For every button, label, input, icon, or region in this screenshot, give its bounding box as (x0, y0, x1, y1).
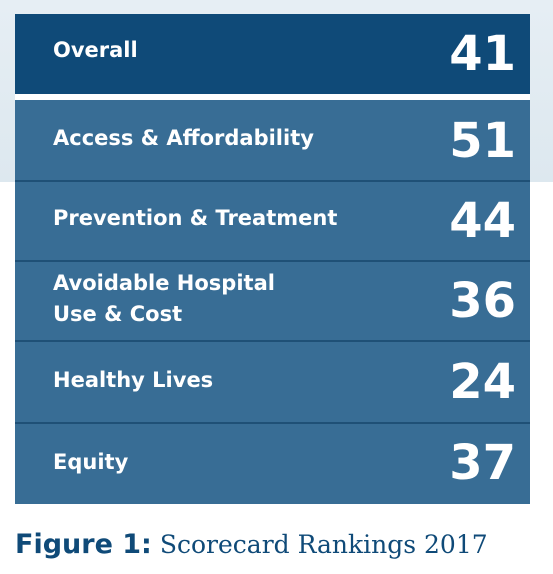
row-rank: 41 (449, 26, 516, 82)
scorecard-row-overall: Overall 41 (15, 14, 530, 94)
scorecard-row-prevention-treatment: Prevention & Treatment 44 (15, 182, 530, 262)
divider (15, 340, 530, 342)
divider (15, 260, 530, 262)
figure-caption: Figure 1: Scorecard Rankings 2017 (15, 528, 488, 568)
row-rank: 24 (449, 354, 516, 410)
scorecard-table: Overall 41 Access & Affordability 51 Pre… (15, 14, 530, 504)
scorecard-row-equity: Equity 37 (15, 424, 530, 504)
scorecard-row-avoidable-hospital: Avoidable Hospital Use & Cost 36 (15, 262, 530, 342)
divider (15, 180, 530, 182)
row-rank: 51 (449, 113, 516, 169)
figure-title: Scorecard Rankings 2017 (159, 530, 488, 559)
row-label: Healthy Lives (53, 368, 214, 392)
row-label: Access & Affordability (53, 126, 314, 150)
divider (15, 94, 530, 100)
row-label: Prevention & Treatment (53, 206, 338, 230)
row-label: Overall (53, 38, 138, 62)
scorecard-row-access-affordability: Access & Affordability 51 (15, 100, 530, 180)
row-rank: 36 (449, 273, 516, 329)
scorecard-row-healthy-lives: Healthy Lives 24 (15, 342, 530, 422)
divider (15, 422, 530, 424)
row-rank: 37 (449, 435, 516, 491)
figure-label: Figure 1: (15, 529, 152, 560)
row-rank: 44 (449, 193, 516, 249)
row-label: Equity (53, 450, 129, 474)
row-label: Avoidable Hospital Use & Cost (53, 271, 275, 326)
